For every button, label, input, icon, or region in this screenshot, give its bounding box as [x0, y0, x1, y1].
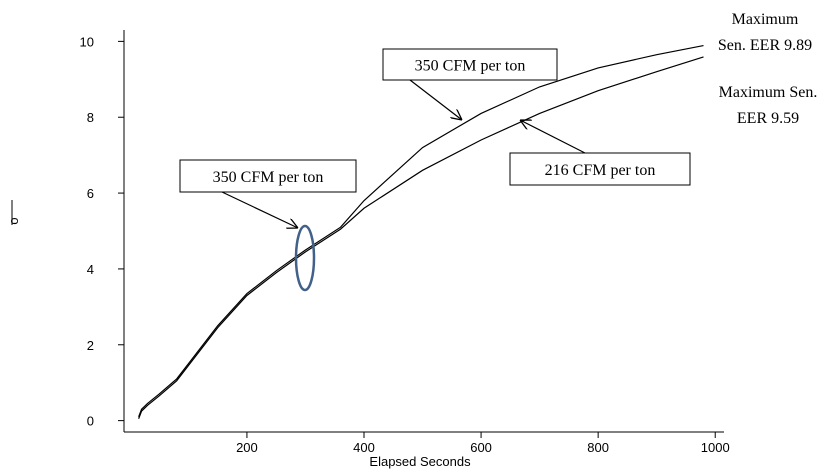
annotation-text: EER 9.59	[737, 110, 799, 127]
annotation-text: 216 CFM per ton	[545, 162, 656, 179]
series-line	[138, 44, 704, 418]
y-tick-label: 6	[87, 186, 94, 201]
y-tick-label: 10	[80, 34, 94, 49]
x-tick-label: 400	[353, 440, 375, 455]
annotation-box	[179, 159, 357, 193]
y-tick-label: 8	[87, 110, 94, 125]
annotation-text: Maximum Sen.	[719, 84, 818, 101]
annotation-text: 350 CFM per ton	[415, 58, 526, 75]
annotation-arrow	[520, 120, 586, 154]
annotation-text: Maximum	[732, 11, 799, 28]
annotation-arrow	[221, 191, 298, 228]
annotation-box	[509, 152, 691, 186]
x-axis-label: Elapsed Seconds	[369, 454, 471, 469]
x-tick-label: 1000	[701, 440, 730, 455]
annotation-arrow	[409, 79, 462, 120]
y-axis-label: o	[6, 217, 21, 224]
y-tick-label: 2	[87, 338, 94, 353]
annotation-text: Sen. EER 9.89	[718, 37, 812, 54]
series-line	[138, 56, 704, 419]
annotation-text: 350 CFM per ton	[213, 169, 324, 186]
x-tick-label: 600	[470, 440, 492, 455]
x-tick-label: 200	[236, 440, 258, 455]
y-tick-label: 0	[87, 414, 94, 429]
y-tick-label: 4	[87, 262, 94, 277]
annotation-box	[382, 48, 558, 81]
x-tick-label: 800	[587, 440, 609, 455]
highlight-ellipse	[294, 224, 316, 292]
